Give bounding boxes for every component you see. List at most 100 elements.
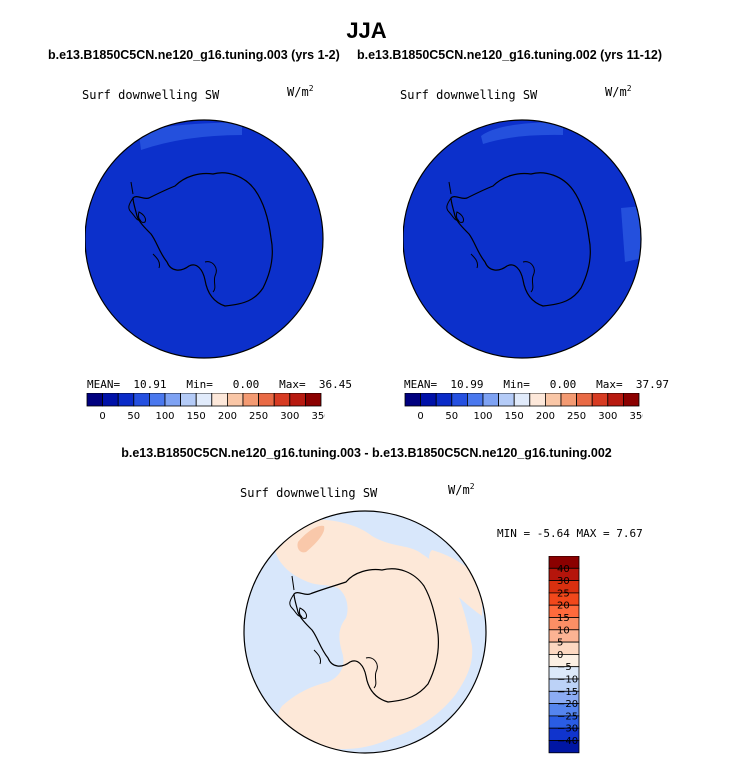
panel-2-light-patch-east	[621, 206, 641, 262]
panel-1-colorbar-cell	[86, 393, 104, 407]
panel-2-colorbar-cell	[467, 393, 484, 407]
difference-colorbar-label: 25	[557, 588, 570, 599]
difference-colorbar-label: −5	[557, 662, 572, 673]
panel-2-colorbar-cell	[576, 393, 593, 407]
difference-peninsula	[289, 575, 321, 665]
panel-2-peninsula	[446, 181, 478, 269]
difference-colorbar-label: −40	[557, 736, 578, 747]
panel-1-mean-value: 10.91	[133, 378, 167, 391]
panel-2-colorbar-tick-label: 50	[445, 411, 458, 422]
difference-warm-region	[274, 519, 473, 750]
panel-1-colorbar-tick-label: 300	[280, 411, 299, 422]
difference-colorbar-label: −25	[557, 711, 578, 722]
difference-colorbar-label: 0	[557, 650, 563, 661]
panel-2-units-label: W/m2	[605, 84, 632, 99]
difference-colorbar-cell	[548, 641, 580, 655]
panel-1-stats: MEAN= 10.91 Min= 0.00 Max= 36.45	[87, 378, 352, 391]
panel-2-colorbar-tick-label: 300	[598, 411, 617, 422]
panel-1-colorbar-tick-label: 50	[127, 411, 140, 422]
panel-2-mean-label: MEAN=	[404, 378, 438, 391]
panel-2-colorbar-tick-label: 200	[536, 411, 555, 422]
difference-ross-ice	[365, 657, 378, 689]
panel-1-colorbar-cell	[195, 393, 213, 407]
panel-1-colorbar-cell	[180, 393, 197, 407]
panel-2-map-disk	[403, 120, 641, 358]
panel-2-max-label: Max=	[596, 378, 623, 391]
difference-colorbar-label: −30	[557, 724, 578, 735]
panel-2-case-title: b.e13.B1850C5CN.ne120_g16.tuning.002 (yr…	[357, 48, 663, 62]
panel-2-mean-value: 10.99	[450, 378, 484, 391]
panel-2-colorbar-cell	[607, 393, 624, 407]
panel-1-map-disk	[85, 120, 323, 358]
panel-2-max-value: 37.97	[635, 378, 669, 391]
difference-colorbar-label: 15	[557, 613, 570, 624]
difference-cool-patch-south	[272, 673, 302, 700]
panel-2-colorbar-cell	[498, 393, 515, 407]
panel-1-units-label: W/m2	[287, 84, 314, 99]
panel-2-antarctica-coast	[450, 172, 591, 307]
panel-1-ross-ice	[204, 261, 217, 293]
difference-stats: MIN = -5.64 MAX = 7.67	[497, 527, 643, 540]
panel-2-colorbar-cell	[482, 393, 500, 407]
panel-2-variable-label: Surf downwelling SW	[400, 88, 538, 102]
panel-2-stats: MEAN= 10.99 Min= 0.00 Max= 37.97	[404, 378, 669, 391]
difference-title: b.e13.B1850C5CN.ne120_g16.tuning.003 - b…	[121, 446, 612, 460]
panel-1-colorbar-cell	[164, 393, 182, 407]
panel-2-min-value: 0.00	[549, 378, 577, 391]
page-title: JJA	[346, 18, 387, 43]
difference-colorbar-label: 20	[557, 601, 570, 612]
panel-2-colorbar-cell	[560, 393, 578, 407]
panel-2-colorbar-tick-label: 350	[629, 411, 643, 422]
difference-map	[243, 510, 487, 754]
difference-variable-label: Surf downwelling SW	[240, 486, 378, 500]
panel-2-colorbar-tick-label: 250	[567, 411, 586, 422]
panel-1-colorbar-tick-label: 150	[187, 411, 206, 422]
panel-1-colorbar-cell	[289, 393, 306, 407]
panel-2-colorbar-cell	[420, 393, 437, 407]
panel-1-map-border	[85, 119, 324, 359]
panel-1-colorbar-tick-label: 350	[311, 411, 325, 422]
panel-2-colorbar-tick-label: 100	[473, 411, 492, 422]
panel-2-colorbar-tick-label: 150	[505, 411, 524, 422]
panel-1-colorbar-tick-label: 200	[218, 411, 237, 422]
panel-2-colorbar-cell	[622, 393, 640, 407]
panel-1-min-label: Min=	[186, 378, 213, 391]
difference-colorbar-label: 10	[557, 625, 570, 636]
panel-1-colorbar-cell	[258, 393, 275, 407]
panel-1-colorbar: 0 50 100 150 200 250 300 350	[86, 393, 325, 422]
panel-1-colorbar-cell	[242, 393, 260, 407]
difference-units-label: W/m2	[448, 482, 475, 497]
panel-1-antarctica-coast	[132, 172, 273, 307]
panel-1-colorbar-tick-label: 100	[155, 411, 174, 422]
difference-colorbar-label: 30	[557, 576, 570, 587]
panel-1-colorbar-cell	[304, 393, 322, 407]
panel-2-colorbar-cell	[591, 393, 609, 407]
difference-colorbar-label: −15	[557, 687, 578, 698]
panel-1-case-title: b.e13.B1850C5CN.ne120_g16.tuning.003 (yr…	[48, 48, 340, 62]
panel-1-light-patch	[139, 122, 242, 150]
panel-1-colorbar-cell	[117, 393, 135, 407]
panel-2-colorbar-cell	[404, 393, 422, 407]
panel-2-min-label: Min=	[503, 378, 530, 391]
panel-2-map	[403, 119, 642, 359]
panel-2-colorbar-cell	[513, 393, 531, 407]
panel-1-colorbar-cell	[226, 393, 244, 407]
panel-1-max-label: Max=	[279, 378, 306, 391]
panel-1-colorbar-cell	[211, 393, 228, 407]
panel-2-colorbar-cell	[544, 393, 562, 407]
difference-warm-streak	[297, 525, 325, 553]
panel-2-map-border	[403, 119, 642, 359]
panel-1-variable-label: Surf downwelling SW	[82, 88, 220, 102]
difference-antarctica-coast	[293, 568, 439, 703]
panel-1-min-value: 0.00	[232, 378, 260, 391]
difference-colorbar-label: 5	[557, 638, 563, 649]
difference-colorbar-label: −10	[557, 675, 578, 686]
panel-1-colorbar-cell	[133, 393, 150, 407]
difference-colorbar-label: 40	[557, 564, 570, 575]
panel-1-colorbar-cell	[149, 393, 166, 407]
panel-2-colorbar: 0 50 100 150 200 250 300 350	[404, 393, 643, 422]
difference-colorbar-cell	[548, 740, 580, 754]
panel-1-max-value: 36.45	[318, 378, 352, 391]
panel-2-colorbar-cell	[451, 393, 468, 407]
difference-colorbar-label: −20	[557, 699, 578, 710]
